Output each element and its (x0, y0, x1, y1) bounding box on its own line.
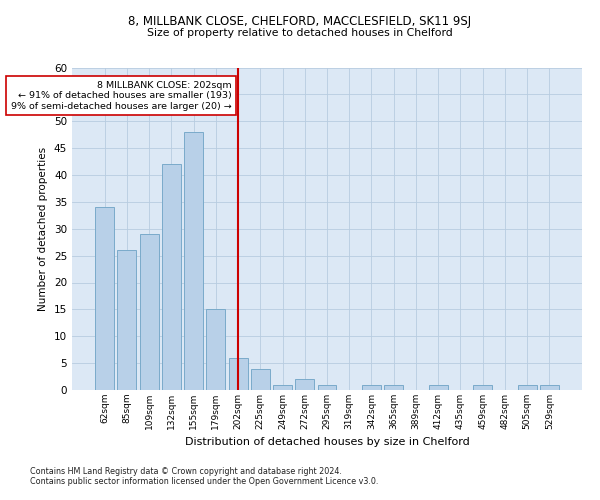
Bar (206, 310, 225, 390)
Bar (317, 384, 337, 390)
Bar (362, 384, 381, 390)
Bar (429, 384, 448, 390)
Bar (518, 384, 536, 390)
X-axis label: Distribution of detached houses by size in Chelford: Distribution of detached houses by size … (185, 438, 469, 448)
Bar (251, 368, 270, 390)
Bar (162, 164, 181, 390)
Bar (295, 380, 314, 390)
Y-axis label: Number of detached properties: Number of detached properties (38, 146, 49, 311)
Bar (95, 207, 114, 390)
Text: 8 MILLBANK CLOSE: 202sqm
← 91% of detached houses are smaller (193)
9% of semi-d: 8 MILLBANK CLOSE: 202sqm ← 91% of detach… (11, 81, 232, 110)
Bar (140, 234, 158, 390)
Bar (540, 384, 559, 390)
Bar (384, 384, 403, 390)
Bar (273, 384, 292, 390)
Text: Contains public sector information licensed under the Open Government Licence v3: Contains public sector information licen… (30, 477, 379, 486)
Bar (184, 132, 203, 390)
Text: Contains HM Land Registry data © Crown copyright and database right 2024.: Contains HM Land Registry data © Crown c… (30, 467, 342, 476)
Bar (473, 384, 492, 390)
Bar (229, 358, 248, 390)
Text: 8, MILLBANK CLOSE, CHELFORD, MACCLESFIELD, SK11 9SJ: 8, MILLBANK CLOSE, CHELFORD, MACCLESFIEL… (128, 15, 472, 28)
Bar (118, 250, 136, 390)
Text: Size of property relative to detached houses in Chelford: Size of property relative to detached ho… (147, 28, 453, 38)
